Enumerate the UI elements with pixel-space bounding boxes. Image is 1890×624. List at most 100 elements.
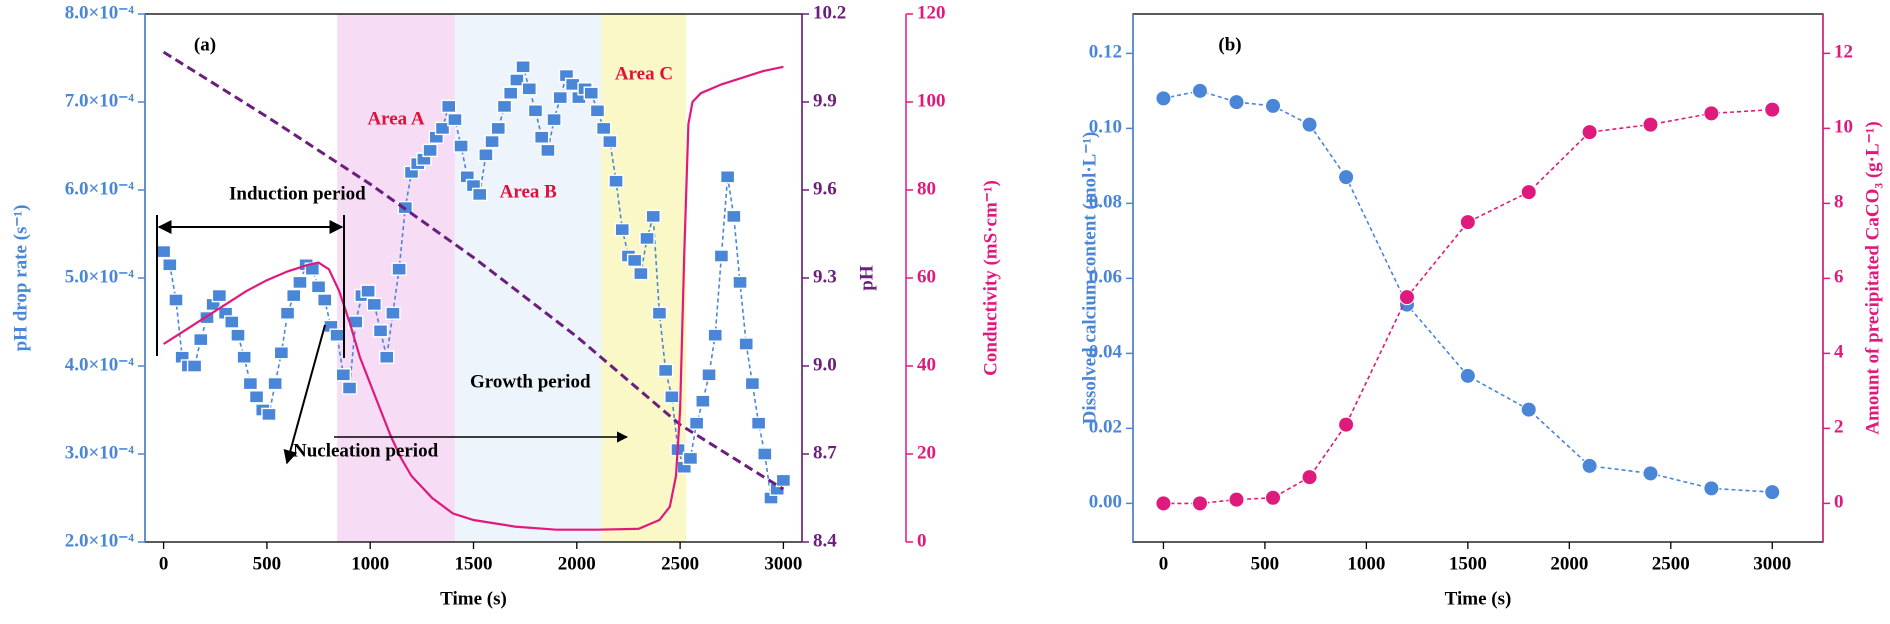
y3-tick-label: 40 [917,354,936,375]
series-line [1163,108,1773,505]
circle-marker [1191,82,1208,99]
y2-tick-label: 6 [1834,267,1844,288]
series-line [1163,90,1773,493]
square-marker [657,363,674,378]
x-tick-label: 1500 [1449,553,1487,574]
square-marker [509,73,525,87]
y2-tick-label: 8 [1834,192,1844,213]
y-tick-label: 0.04 [1089,342,1123,363]
square-marker [372,324,389,338]
nucleation-arrow [283,324,326,465]
x-tick-label: 2000 [1550,553,1588,574]
y3-tick-label: 20 [917,442,936,463]
y2-tick-label: 8.7 [813,442,837,463]
square-marker [329,328,345,342]
circle-marker [1155,90,1172,107]
circle-marker [1301,469,1318,486]
square-marker [453,139,469,153]
y3-tick-label: 60 [917,266,936,287]
circle-marker [1703,480,1720,497]
annotation: Induction period [229,183,366,204]
x-axis-label: Time (s) [1445,588,1512,609]
square-marker [168,293,184,307]
square-marker [707,328,723,342]
x-tick-label: 1000 [1347,553,1385,574]
y-tick-label: 4.0×10⁻⁴ [65,354,135,375]
y2-tick-label: 10 [1834,117,1853,138]
square-marker [310,280,327,294]
square-marker [757,447,773,461]
square-marker [162,258,178,272]
square-marker [261,407,277,422]
panel-label: (a) [194,34,216,55]
square-marker [502,86,519,100]
x-tick-label: 1500 [455,553,493,574]
square-marker [602,134,618,149]
x-tick-label: 1000 [351,553,389,574]
square-marker [701,368,717,382]
y2-tick-label: 9.0 [813,354,837,375]
square-marker [688,416,705,430]
x-tick-label: 0 [1159,553,1169,574]
y2-tick-label: 9.9 [813,90,837,111]
square-marker [379,350,395,364]
circle-marker [1581,124,1598,141]
square-marker [236,350,252,364]
square-marker [552,90,568,105]
square-marker [447,112,463,127]
square-marker [193,332,209,347]
x-tick-label: 2000 [558,553,596,574]
y-axis-label: Dissolved calcium content (mol·L⁻¹) [1079,132,1100,425]
square-marker [750,416,767,430]
y2-tick-label: 2 [1834,417,1844,438]
square-marker [422,143,438,158]
circle-marker [1459,367,1476,384]
square-marker [391,262,407,276]
circle-marker [1191,495,1208,512]
square-marker [385,306,401,320]
y-axis-label: pH drop rate (s⁻¹) [10,205,31,352]
square-marker [540,143,556,158]
square-marker [527,104,544,118]
annotation: Nucleation period [293,440,439,461]
annotation: Growth period [470,371,591,392]
square-marker [471,187,488,202]
circle-marker [1520,401,1537,418]
y-tick-label: 0.06 [1089,267,1122,288]
circle-marker [1642,465,1659,482]
square-marker [533,130,550,144]
y-tick-label: 7.0×10⁻⁴ [65,90,135,111]
y2-tick-label: 10.2 [813,2,846,23]
y-tick-label: 0.12 [1089,42,1122,63]
y-tick-label: 6.0×10⁻⁴ [65,178,135,199]
square-marker [719,170,736,184]
plot-frame [1132,13,1824,543]
square-marker [738,337,754,351]
circle-marker [1338,416,1355,433]
square-marker [478,148,494,162]
circle-marker [1301,116,1318,133]
y2-tick-label: 8.4 [813,530,837,551]
square-marker [279,306,296,320]
square-marker [732,275,748,290]
square-marker [626,253,643,268]
circle-marker [1764,101,1781,118]
circle-marker [1265,97,1282,114]
region [337,14,455,542]
square-marker [248,390,265,404]
x-tick-label: 2500 [661,553,699,574]
region-label: Area A [367,108,424,129]
square-marker [645,209,661,224]
square-marker [595,121,612,136]
circle-marker [1703,105,1720,122]
region-label: Area B [500,181,557,202]
circle-marker [1520,184,1537,201]
circle-marker [1581,457,1598,474]
square-marker [682,451,699,466]
circle-marker [1338,169,1355,186]
x-tick-label: 3000 [1753,553,1791,574]
y2-tick-label: 0 [1834,492,1844,513]
square-marker [484,134,500,149]
circle-marker [1265,489,1282,506]
